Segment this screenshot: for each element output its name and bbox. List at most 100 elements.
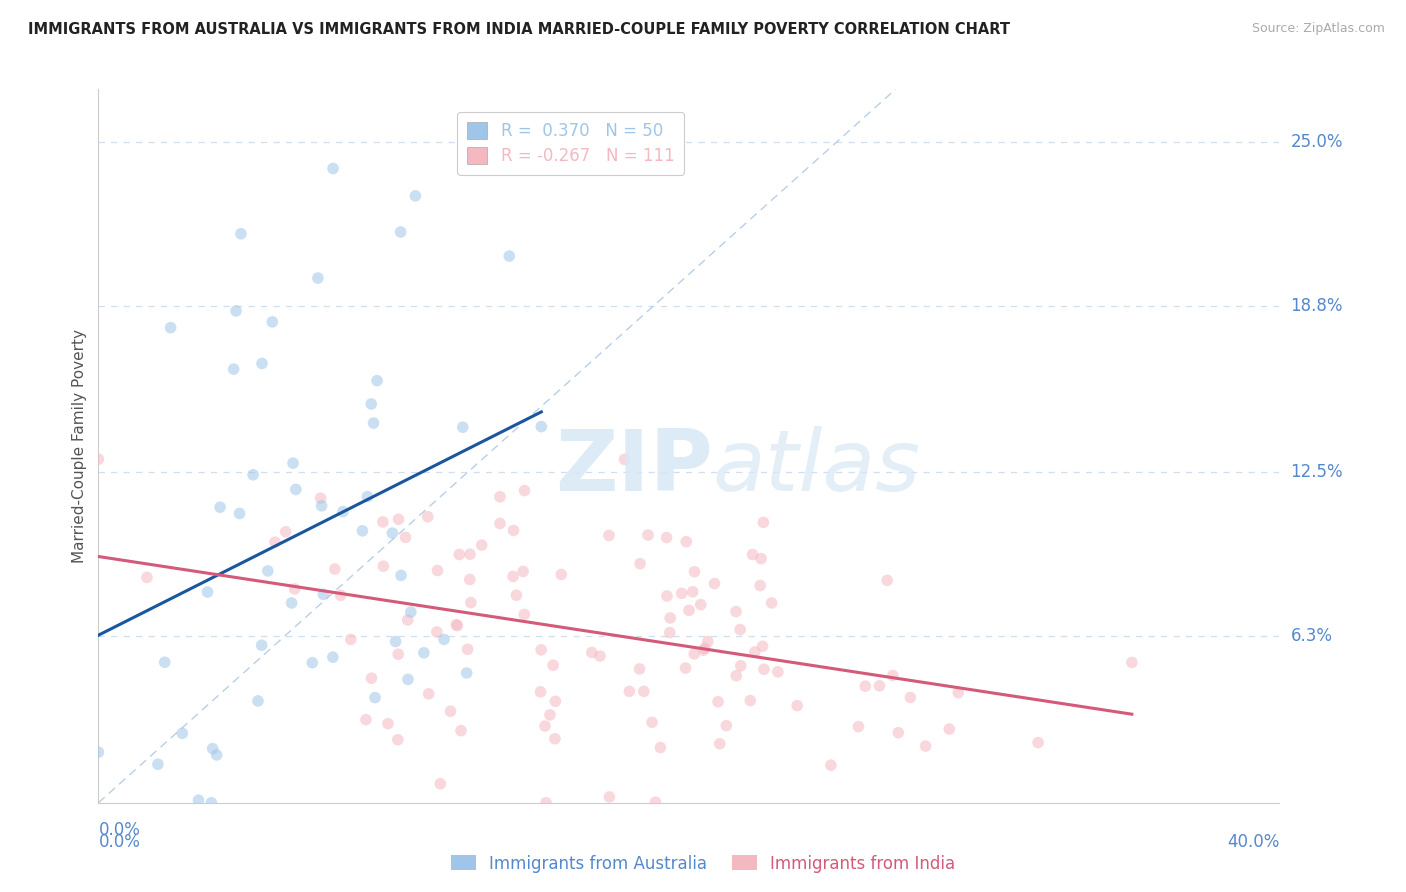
Immigrants from India xyxy=(513,607,536,622)
Immigrants from India xyxy=(581,645,603,659)
Legend: Immigrants from Australia, Immigrants from India: Immigrants from Australia, Immigrants fr… xyxy=(444,848,962,880)
Immigrants from India xyxy=(339,632,361,647)
Immigrants from India xyxy=(675,661,697,675)
Immigrants from India xyxy=(450,723,472,738)
Immigrants from Australia xyxy=(284,483,307,497)
Immigrants from Australia xyxy=(222,362,245,376)
Text: ZIP: ZIP xyxy=(555,425,713,509)
Immigrants from Australia xyxy=(352,524,374,538)
Immigrants from India xyxy=(689,598,711,612)
Immigrants from India xyxy=(538,707,561,722)
Immigrants from India xyxy=(716,718,738,732)
Immigrants from India xyxy=(505,588,527,602)
Immigrants from India xyxy=(752,662,775,676)
Immigrants from Australia xyxy=(384,634,406,648)
Immigrants from India xyxy=(707,695,730,709)
Immigrants from India xyxy=(938,722,960,736)
Immigrants from India xyxy=(659,611,682,625)
Immigrants from Australia xyxy=(146,757,169,772)
Immigrants from India xyxy=(502,569,524,583)
Immigrants from India xyxy=(853,679,876,693)
Immigrants from India xyxy=(628,662,651,676)
Immigrants from Australia xyxy=(187,793,209,807)
Immigrants from India xyxy=(724,605,747,619)
Immigrants from India xyxy=(457,642,479,657)
Immigrants from Australia xyxy=(250,638,273,652)
Text: IMMIGRANTS FROM AUSTRALIA VS IMMIGRANTS FROM INDIA MARRIED-COUPLE FAMILY POVERTY: IMMIGRANTS FROM AUSTRALIA VS IMMIGRANTS … xyxy=(28,22,1010,37)
Immigrants from India xyxy=(387,512,409,526)
Immigrants from Australia xyxy=(356,490,378,504)
Immigrants from India xyxy=(914,739,936,753)
Immigrants from India xyxy=(544,731,567,746)
Immigrants from India xyxy=(728,623,751,637)
Immigrants from Australia xyxy=(389,568,412,582)
Immigrants from India xyxy=(534,796,557,810)
Immigrants from India xyxy=(458,573,481,587)
Y-axis label: Married-Couple Family Poverty: Married-Couple Family Poverty xyxy=(72,329,87,563)
Text: 0.0%: 0.0% xyxy=(98,821,141,838)
Immigrants from India xyxy=(387,732,409,747)
Immigrants from India xyxy=(887,725,910,739)
Immigrants from Australia xyxy=(322,161,344,176)
Immigrants from India xyxy=(323,562,346,576)
Immigrants from Australia xyxy=(280,596,302,610)
Immigrants from India xyxy=(741,548,763,562)
Immigrants from India xyxy=(471,538,494,552)
Immigrants from India xyxy=(544,694,567,708)
Immigrants from India xyxy=(541,658,564,673)
Immigrants from Australia xyxy=(366,374,388,388)
Immigrants from India xyxy=(725,669,748,683)
Immigrants from India xyxy=(1121,656,1143,670)
Immigrants from India xyxy=(360,671,382,685)
Immigrants from India xyxy=(377,716,399,731)
Immigrants from India xyxy=(502,524,524,538)
Immigrants from India xyxy=(371,515,394,529)
Immigrants from India xyxy=(744,645,766,659)
Immigrants from India xyxy=(693,641,716,656)
Immigrants from India xyxy=(948,686,970,700)
Immigrants from India xyxy=(439,704,461,718)
Immigrants from India xyxy=(766,665,789,679)
Immigrants from Australia xyxy=(404,189,426,203)
Immigrants from India xyxy=(394,530,416,544)
Immigrants from India xyxy=(655,589,678,603)
Immigrants from Australia xyxy=(360,397,382,411)
Immigrants from Australia xyxy=(225,304,247,318)
Immigrants from India xyxy=(598,528,620,542)
Immigrants from India xyxy=(264,535,287,549)
Immigrants from India xyxy=(761,596,783,610)
Immigrants from India xyxy=(309,491,332,506)
Immigrants from Australia xyxy=(412,646,434,660)
Immigrants from India xyxy=(709,737,731,751)
Immigrants from India xyxy=(418,687,440,701)
Immigrants from India xyxy=(426,564,449,578)
Immigrants from India xyxy=(898,690,921,705)
Immigrants from India xyxy=(87,452,110,467)
Immigrants from Australia xyxy=(200,796,222,810)
Immigrants from India xyxy=(752,516,775,530)
Immigrants from Australia xyxy=(456,665,478,680)
Immigrants from Australia xyxy=(307,271,329,285)
Immigrants from India xyxy=(848,720,870,734)
Immigrants from Australia xyxy=(246,694,269,708)
Text: atlas: atlas xyxy=(713,425,921,509)
Immigrants from Australia xyxy=(172,726,194,740)
Immigrants from India xyxy=(658,625,681,640)
Immigrants from India xyxy=(749,578,772,592)
Immigrants from Australia xyxy=(197,585,219,599)
Immigrants from India xyxy=(644,795,666,809)
Immigrants from India xyxy=(274,524,297,539)
Immigrants from Australia xyxy=(242,467,264,482)
Immigrants from India xyxy=(530,643,553,657)
Immigrants from India xyxy=(460,596,482,610)
Immigrants from India xyxy=(683,647,706,661)
Immigrants from Australia xyxy=(312,587,335,601)
Immigrants from India xyxy=(329,588,352,602)
Immigrants from Australia xyxy=(87,745,110,759)
Immigrants from India xyxy=(613,452,636,467)
Immigrants from Australia xyxy=(201,741,224,756)
Immigrants from Australia xyxy=(205,747,228,762)
Immigrants from Australia xyxy=(396,673,419,687)
Immigrants from India xyxy=(529,685,551,699)
Immigrants from India xyxy=(426,624,449,639)
